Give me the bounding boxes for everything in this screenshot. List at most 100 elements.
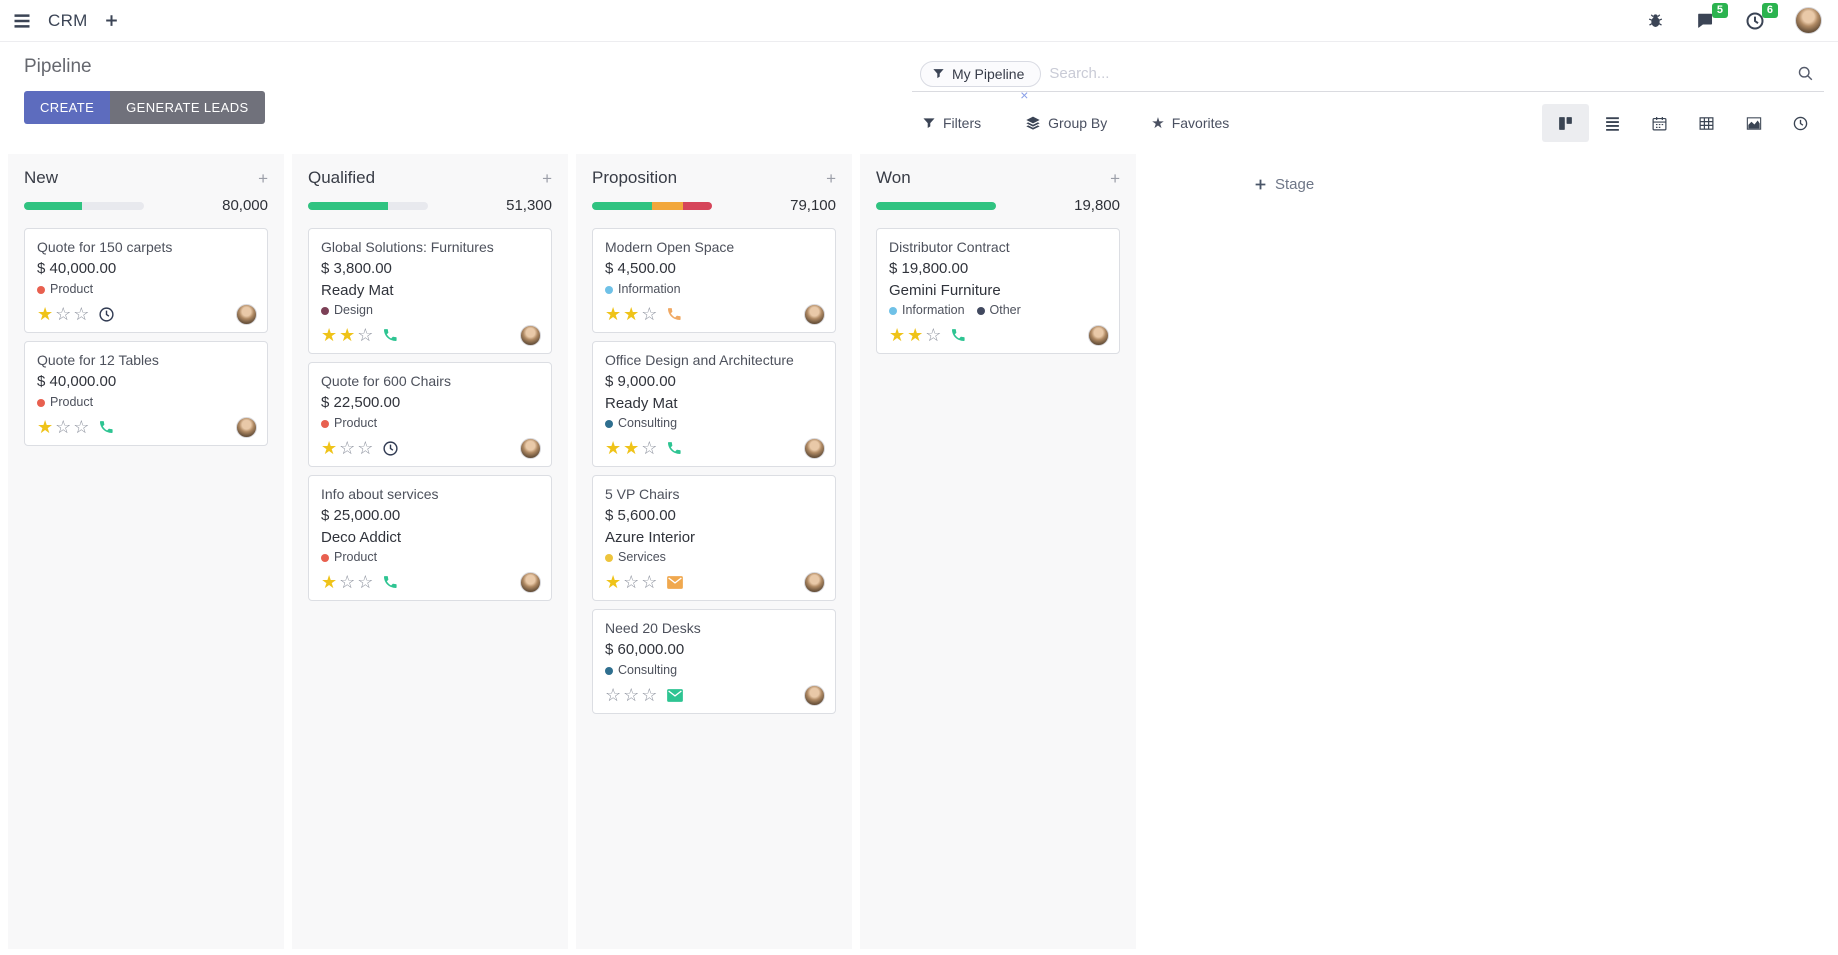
progress-segment[interactable]	[592, 201, 652, 210]
priority-star-filled-icon[interactable]: ★	[321, 572, 340, 592]
opportunity-card[interactable]: Distributor Contract $ 19,800.00 Gemini Fu…	[876, 228, 1120, 354]
user-avatar[interactable]	[1795, 7, 1822, 34]
priority-stars[interactable]: ★★☆	[889, 324, 943, 346]
priority-star-empty-icon[interactable]: ☆	[55, 417, 74, 437]
priority-star-filled-icon[interactable]: ★	[605, 304, 624, 324]
priority-star-empty-icon[interactable]: ☆	[357, 325, 376, 345]
opportunity-card[interactable]: Quote for 600 Chairs $ 22,500.00 Product ★☆…	[308, 362, 552, 467]
add-tab-icon[interactable]	[104, 13, 119, 28]
priority-star-empty-icon[interactable]: ☆	[357, 572, 376, 592]
activity-clock-icon[interactable]	[382, 440, 399, 457]
opportunity-card[interactable]: Quote for 150 carpets $ 40,000.00 Product ★…	[24, 228, 268, 333]
kanban-view-button[interactable]	[1542, 104, 1589, 142]
priority-star-filled-icon[interactable]: ★	[605, 438, 624, 458]
column-quick-add-icon[interactable]: +	[258, 168, 268, 188]
salesperson-avatar[interactable]	[520, 324, 541, 346]
facet-remove-icon[interactable]: ×	[1020, 86, 1029, 103]
activities-icon[interactable]: 6	[1745, 2, 1778, 31]
column-progressbar[interactable]	[592, 201, 712, 210]
progress-segment[interactable]	[683, 201, 712, 210]
priority-star-empty-icon[interactable]: ☆	[357, 438, 376, 458]
salesperson-avatar[interactable]	[804, 303, 825, 325]
search-facet[interactable]: My Pipeline ×	[920, 60, 1042, 102]
priority-star-empty-icon[interactable]: ☆	[73, 304, 92, 324]
column-title[interactable]: Proposition	[592, 168, 678, 187]
priority-star-empty-icon[interactable]: ☆	[925, 325, 944, 345]
add-stage-button[interactable]: Stage	[1254, 154, 1314, 200]
priority-stars[interactable]: ☆☆☆	[605, 684, 659, 706]
priority-star-filled-icon[interactable]: ★	[623, 438, 642, 458]
priority-star-empty-icon[interactable]: ☆	[55, 304, 74, 324]
priority-star-empty-icon[interactable]: ☆	[73, 417, 92, 437]
activity-phone-icon[interactable]	[382, 574, 398, 590]
generate-leads-button[interactable]: GENERATE LEADS	[110, 91, 265, 124]
column-title[interactable]: Qualified	[308, 168, 376, 187]
activity-envelope-icon[interactable]	[666, 575, 684, 590]
activity-phone-icon[interactable]	[666, 306, 682, 322]
search-input[interactable]	[1049, 65, 1793, 82]
priority-star-empty-icon[interactable]: ☆	[623, 685, 642, 705]
activity-envelope-icon[interactable]	[666, 688, 684, 703]
salesperson-avatar[interactable]	[804, 437, 825, 459]
priority-star-empty-icon[interactable]: ☆	[641, 438, 660, 458]
priority-star-empty-icon[interactable]: ☆	[641, 685, 660, 705]
column-quick-add-icon[interactable]: +	[542, 168, 552, 188]
activity-view-button[interactable]	[1777, 104, 1824, 142]
opportunity-card[interactable]: Need 20 Desks $ 60,000.00 Consulting ☆☆☆	[592, 609, 836, 714]
salesperson-avatar[interactable]	[1088, 324, 1109, 346]
progress-segment[interactable]	[308, 201, 389, 210]
opportunity-card[interactable]: Office Design and Architecture $ 9,000.00…	[592, 341, 836, 467]
graph-view-button[interactable]	[1730, 104, 1777, 142]
priority-star-filled-icon[interactable]: ★	[321, 325, 340, 345]
debug-icon[interactable]	[1647, 12, 1664, 29]
priority-stars[interactable]: ★☆☆	[37, 303, 91, 325]
activity-phone-icon[interactable]	[950, 327, 966, 343]
priority-star-empty-icon[interactable]: ☆	[641, 572, 660, 592]
column-quick-add-icon[interactable]: +	[826, 168, 836, 188]
search-icon[interactable]	[1793, 65, 1818, 82]
priority-star-filled-icon[interactable]: ★	[889, 325, 908, 345]
activity-phone-icon[interactable]	[98, 419, 114, 435]
activity-phone-icon[interactable]	[666, 440, 682, 456]
priority-star-filled-icon[interactable]: ★	[605, 572, 624, 592]
priority-star-filled-icon[interactable]: ★	[37, 417, 56, 437]
calendar-view-button[interactable]	[1636, 104, 1683, 142]
priority-star-filled-icon[interactable]: ★	[623, 304, 642, 324]
column-progressbar[interactable]	[308, 201, 428, 210]
opportunity-card[interactable]: 5 VP Chairs $ 5,600.00 Azure Interior Servi…	[592, 475, 836, 601]
priority-star-empty-icon[interactable]: ☆	[339, 572, 358, 592]
apps-menu-icon[interactable]	[12, 11, 32, 31]
salesperson-avatar[interactable]	[236, 303, 257, 325]
column-progressbar[interactable]	[876, 201, 996, 210]
priority-star-filled-icon[interactable]: ★	[907, 325, 926, 345]
priority-star-filled-icon[interactable]: ★	[37, 304, 56, 324]
salesperson-avatar[interactable]	[520, 437, 541, 459]
opportunity-card[interactable]: Quote for 12 Tables $ 40,000.00 Product ★☆☆	[24, 341, 268, 446]
filters-button[interactable]: Filters	[922, 114, 981, 132]
priority-stars[interactable]: ★★☆	[605, 437, 659, 459]
priority-stars[interactable]: ★★☆	[321, 324, 375, 346]
messages-icon[interactable]: 5	[1694, 3, 1728, 30]
priority-star-filled-icon[interactable]: ★	[321, 438, 340, 458]
progress-segment[interactable]	[876, 201, 996, 210]
create-button[interactable]: CREATE	[24, 91, 111, 124]
salesperson-avatar[interactable]	[804, 684, 825, 706]
priority-stars[interactable]: ★☆☆	[321, 437, 375, 459]
opportunity-card[interactable]: Info about services $ 25,000.00 Deco Addic…	[308, 475, 552, 601]
priority-star-empty-icon[interactable]: ☆	[605, 685, 624, 705]
salesperson-avatar[interactable]	[804, 571, 825, 593]
priority-star-empty-icon[interactable]: ☆	[339, 438, 358, 458]
column-progressbar[interactable]	[24, 201, 144, 210]
salesperson-avatar[interactable]	[520, 571, 541, 593]
app-name[interactable]: CRM	[48, 10, 88, 30]
priority-stars[interactable]: ★☆☆	[321, 571, 375, 593]
priority-stars[interactable]: ★☆☆	[37, 416, 91, 438]
activity-clock-icon[interactable]	[98, 306, 115, 323]
priority-star-filled-icon[interactable]: ★	[339, 325, 358, 345]
favorites-button[interactable]: ★ Favorites	[1151, 115, 1230, 132]
activity-phone-icon[interactable]	[382, 327, 398, 343]
progress-segment[interactable]	[652, 201, 684, 210]
priority-stars[interactable]: ★★☆	[605, 303, 659, 325]
opportunity-card[interactable]: Global Solutions: Furnitures $ 3,800.00 Re…	[308, 228, 552, 354]
salesperson-avatar[interactable]	[236, 416, 257, 438]
